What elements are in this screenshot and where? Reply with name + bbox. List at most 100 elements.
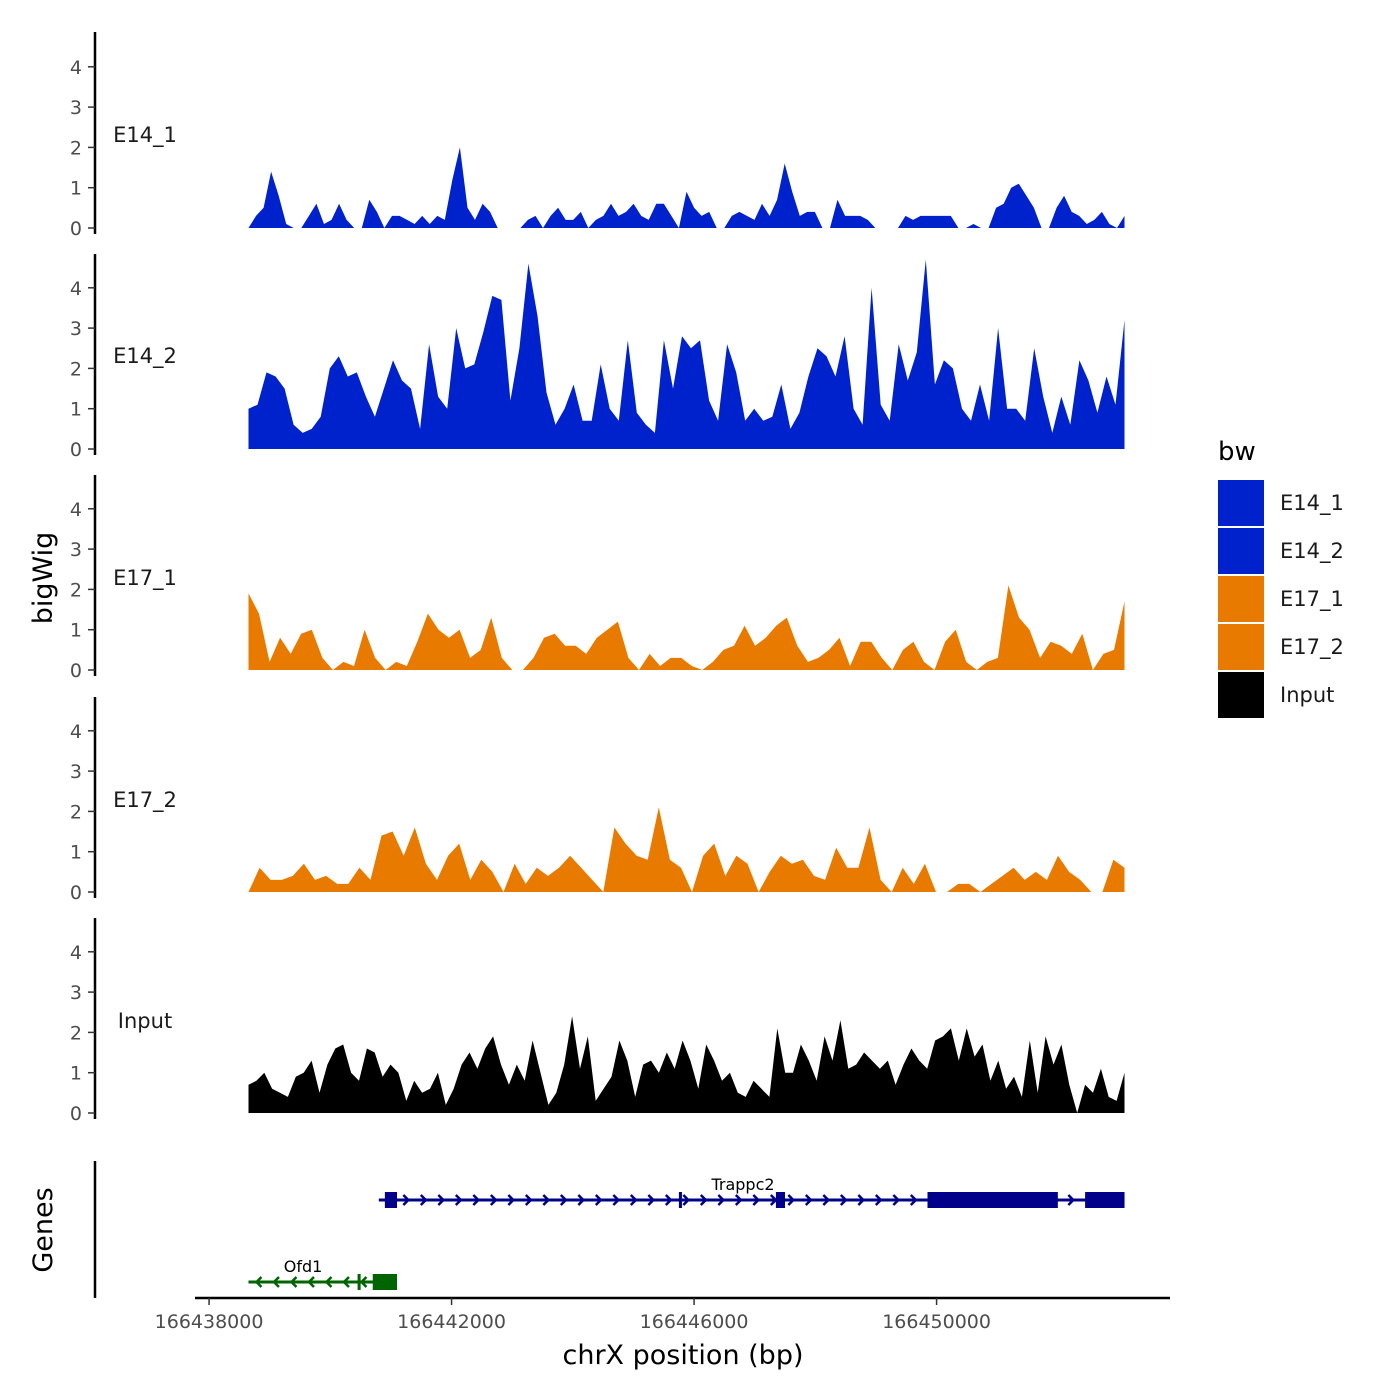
y-tick-label: 2	[70, 801, 82, 823]
gene-ofd1: Ofd1	[248, 1257, 398, 1290]
y-tick-label: 0	[70, 439, 82, 461]
gene-trappc2: Trappc2	[378, 1175, 1125, 1208]
track-input: 0 1 2 3 4 Input	[70, 918, 1125, 1125]
track-e17-1: 0 1 2 3 4 E17_1	[70, 475, 1125, 682]
y-tick-label: 3	[70, 982, 82, 1004]
genes-axis-title: Genes	[28, 1187, 59, 1272]
y-axis-title: bigWig	[28, 532, 59, 625]
y-tick-label: 4	[70, 499, 82, 521]
x-axis-title: chrX position (bp)	[562, 1340, 803, 1371]
y-tick-label: 3	[70, 761, 82, 783]
legend-item-e17-2: E17_2	[1218, 624, 1344, 670]
x-tick-label: 166446000	[640, 1311, 749, 1333]
strand-chevron	[289, 1276, 298, 1288]
x-tick-label: 166450000	[882, 1311, 991, 1333]
y-tick-label: 1	[70, 620, 82, 642]
strand-chevron	[647, 1194, 656, 1206]
strand-chevron	[629, 1194, 638, 1206]
legend-swatch	[1218, 576, 1264, 622]
legend-item-input: Input	[1218, 672, 1334, 718]
legend-label: Input	[1280, 683, 1334, 707]
coverage-area	[248, 147, 1125, 228]
legend-item-e17-1: E17_1	[1218, 576, 1344, 622]
strand-chevron	[804, 1194, 813, 1206]
y-tick-label: 4	[70, 57, 82, 79]
track-e14-2: 0 1 2 3 4 E14_2	[70, 254, 1125, 461]
strand-chevron	[822, 1194, 831, 1206]
x-tick-label: 166438000	[155, 1311, 264, 1333]
y-tick-label: 3	[70, 97, 82, 119]
strand-chevron	[734, 1194, 743, 1206]
strand-chevron	[507, 1194, 516, 1206]
strand-chevron	[559, 1194, 568, 1206]
legend: bw E14_1 E14_2 E17_1 E17_2 Input	[1218, 437, 1344, 718]
track-e14-1: 0 1 2 3 4 E14_1	[70, 32, 1125, 240]
legend-item-e14-2: E14_2	[1218, 528, 1344, 574]
y-tick-label: 4	[70, 942, 82, 964]
y-tick-label: 1	[70, 842, 82, 864]
track-label: E14_1	[113, 123, 177, 148]
y-tick-label: 0	[70, 882, 82, 904]
strand-chevron	[717, 1194, 726, 1206]
x-tick-label: 166442000	[397, 1311, 506, 1333]
strand-chevron	[874, 1194, 883, 1206]
y-tick-label: 2	[70, 579, 82, 601]
strand-chevron	[752, 1194, 761, 1206]
strand-chevron	[769, 1194, 778, 1206]
y-tick-label: 1	[70, 178, 82, 200]
y-tick-label: 0	[70, 218, 82, 240]
legend-label: E17_1	[1280, 587, 1344, 612]
track-e17-2: 0 1 2 3 4 E17_2	[70, 697, 1125, 904]
track-label: E14_2	[113, 344, 177, 369]
strand-chevron	[857, 1194, 866, 1206]
legend-label: E14_1	[1280, 491, 1344, 516]
strand-chevron	[489, 1194, 498, 1206]
legend-label: E14_2	[1280, 539, 1344, 564]
strand-chevron	[594, 1194, 603, 1206]
coverage-tracks: 0 1 2 3 4 E14_1 0 1 2 3 4 E14_2 0 1 2 3 4 E17_1 0 1 2 3 4 E17_2…	[70, 32, 1125, 1125]
strand-chevron	[839, 1194, 848, 1206]
legend-label: E17_2	[1280, 635, 1344, 660]
legend-swatch	[1218, 624, 1264, 670]
strand-chevron	[682, 1194, 691, 1206]
gene-exon	[927, 1192, 1058, 1208]
strand-chevron	[359, 1276, 368, 1288]
y-tick-label: 3	[70, 539, 82, 561]
gene-label: Trappc2	[710, 1175, 774, 1194]
track-label: E17_1	[113, 566, 177, 591]
track-label: Input	[118, 1009, 172, 1033]
y-tick-label: 4	[70, 721, 82, 743]
strand-chevron	[524, 1194, 533, 1206]
coverage-area	[248, 1016, 1125, 1113]
track-label: E17_2	[113, 788, 177, 813]
gene-label: Ofd1	[284, 1257, 323, 1276]
strand-chevron	[699, 1194, 708, 1206]
y-tick-label: 1	[70, 1063, 82, 1085]
y-tick-label: 0	[70, 1103, 82, 1125]
coverage-area	[248, 585, 1125, 670]
legend-item-e14-1: E14_1	[1218, 480, 1344, 526]
gene-exon	[678, 1192, 682, 1208]
strand-chevron	[577, 1194, 586, 1206]
legend-swatch	[1218, 480, 1264, 526]
strand-chevron	[437, 1194, 446, 1206]
strand-chevron	[272, 1276, 280, 1288]
strand-chevron	[612, 1194, 621, 1206]
strand-chevron	[342, 1276, 350, 1288]
coverage-area	[248, 807, 1125, 892]
x-axis: 166438000 166442000 166446000 166450000	[155, 1296, 1170, 1333]
strand-chevron	[892, 1194, 901, 1206]
legend-swatch	[1218, 672, 1264, 718]
gene-exon	[384, 1192, 398, 1208]
strand-chevron	[1067, 1194, 1076, 1206]
strand-chevron	[254, 1276, 263, 1288]
y-tick-label: 0	[70, 660, 82, 682]
strand-chevron	[402, 1194, 411, 1206]
strand-chevron	[419, 1194, 428, 1206]
y-tick-label: 2	[70, 358, 82, 380]
y-tick-label: 4	[70, 278, 82, 300]
y-tick-label: 3	[70, 318, 82, 340]
strand-chevron	[787, 1194, 796, 1206]
legend-swatch	[1218, 528, 1264, 574]
